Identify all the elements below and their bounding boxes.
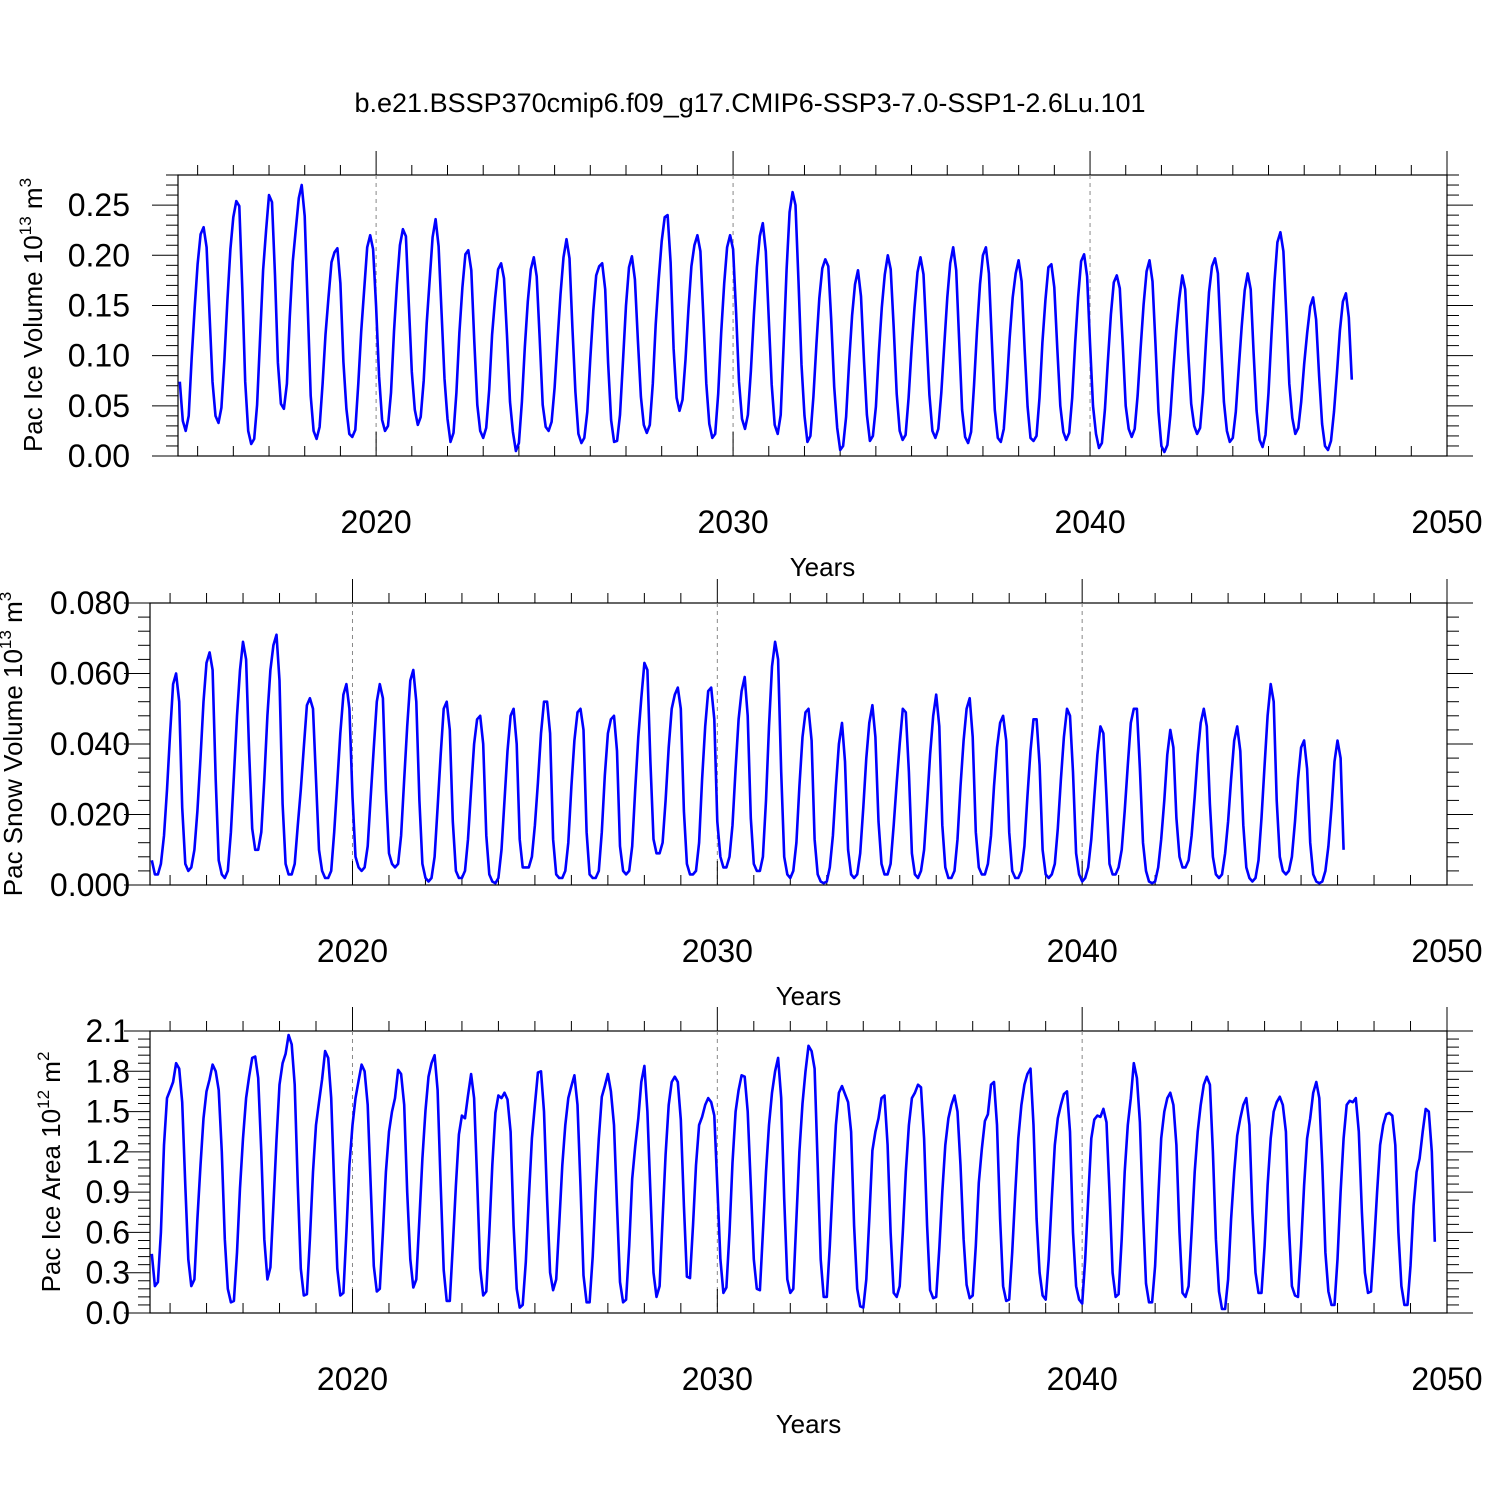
y-tick-label: 0.3 [86,1255,130,1291]
y-tick-label: 0.05 [68,388,130,424]
y-tick-label: 0.080 [50,585,130,621]
x-tick-label: 2050 [1411,933,1482,969]
y-tick-label: 1.5 [86,1094,130,1130]
series-line [178,183,1354,454]
y-axis-label-exponent: 12 [34,1090,53,1109]
x-tick-label: 2030 [682,1361,753,1397]
y-axis-label-text: Pac Ice Volume 10 [18,235,48,452]
x-tick-label: 2020 [317,1361,388,1397]
x-axis-label: Years [776,1409,842,1439]
y-tick-label: 0.9 [86,1174,130,1210]
y-axis-label-unit: m [36,1061,66,1090]
y-axis-label-exponent: 13 [16,216,35,235]
panel-3: 2020 2030 2040 2050 Years 0.0 0.3 0.6 0.9 1.2 1.5 1… [34,1007,1483,1439]
y-axis-label-exponent: 13 [0,630,15,649]
y-axis-label: Pac Snow Volume 1013 m3 [0,592,28,896]
y-tick-label: 0.15 [68,287,130,323]
y-tick-label: 0.060 [50,656,130,692]
y-axis-label-unit-exponent: 3 [0,592,15,601]
y-axis-label-unit-exponent: 2 [34,1052,53,1061]
y-tick-label: 0.000 [50,867,130,903]
y-tick-label: 0.00 [68,438,130,474]
y-tick-label: 0.040 [50,726,130,762]
x-axis-label: Years [790,552,856,582]
x-tick-label: 2050 [1411,504,1482,540]
x-tick-label: 2030 [682,933,753,969]
y-tick-label: 0.6 [86,1214,130,1250]
series-line [150,633,1345,885]
x-tick-label: 2030 [697,504,768,540]
x-tick-label: 2050 [1411,1361,1482,1397]
y-axis-label-unit: m [0,601,28,630]
y-tick-label: 1.8 [86,1053,130,1089]
x-axis-label: Years [776,981,842,1011]
y-axis-label-unit-exponent: 3 [16,178,35,187]
x-tick-label: 2040 [1047,1361,1118,1397]
y-tick-label: 1.2 [86,1134,130,1170]
panel-2: 2020 2030 2040 2050 Years 0.000 0.020 0.040 0.06… [0,579,1483,1011]
panels: 2020 2030 2040 2050 Years 0.00 0.05 0.10 0.15 0.2… [0,151,1483,1439]
y-tick-label: 0.10 [68,338,130,374]
series-line [150,1033,1437,1311]
x-tick-label: 2040 [1054,504,1125,540]
y-axis-label: Pac Ice Area 1012 m2 [34,1052,66,1293]
y-axis-label-text: Pac Snow Volume 10 [0,649,28,896]
y-tick-label: 0.25 [68,187,130,223]
y-axis-label-unit: m [18,187,48,216]
panel-1: 2020 2030 2040 2050 Years 0.00 0.05 0.10 0.15 0.2… [16,151,1483,582]
y-axis-label: Pac Ice Volume 1013 m3 [16,178,48,452]
y-tick-label: 2.1 [86,1013,130,1049]
x-tick-label: 2020 [317,933,388,969]
x-tick-label: 2040 [1047,933,1118,969]
y-tick-label: 0.020 [50,797,130,833]
y-tick-label: 0.20 [68,237,130,273]
x-tick-label: 2020 [341,504,412,540]
y-axis-label-text: Pac Ice Area 10 [36,1109,66,1293]
y-tick-label: 0.0 [86,1295,130,1331]
plot-frame [149,1030,1448,1314]
figure-title: b.e21.BSSP370cmip6.f09_g17.CMIP6-SSP3-7.… [355,88,1146,118]
